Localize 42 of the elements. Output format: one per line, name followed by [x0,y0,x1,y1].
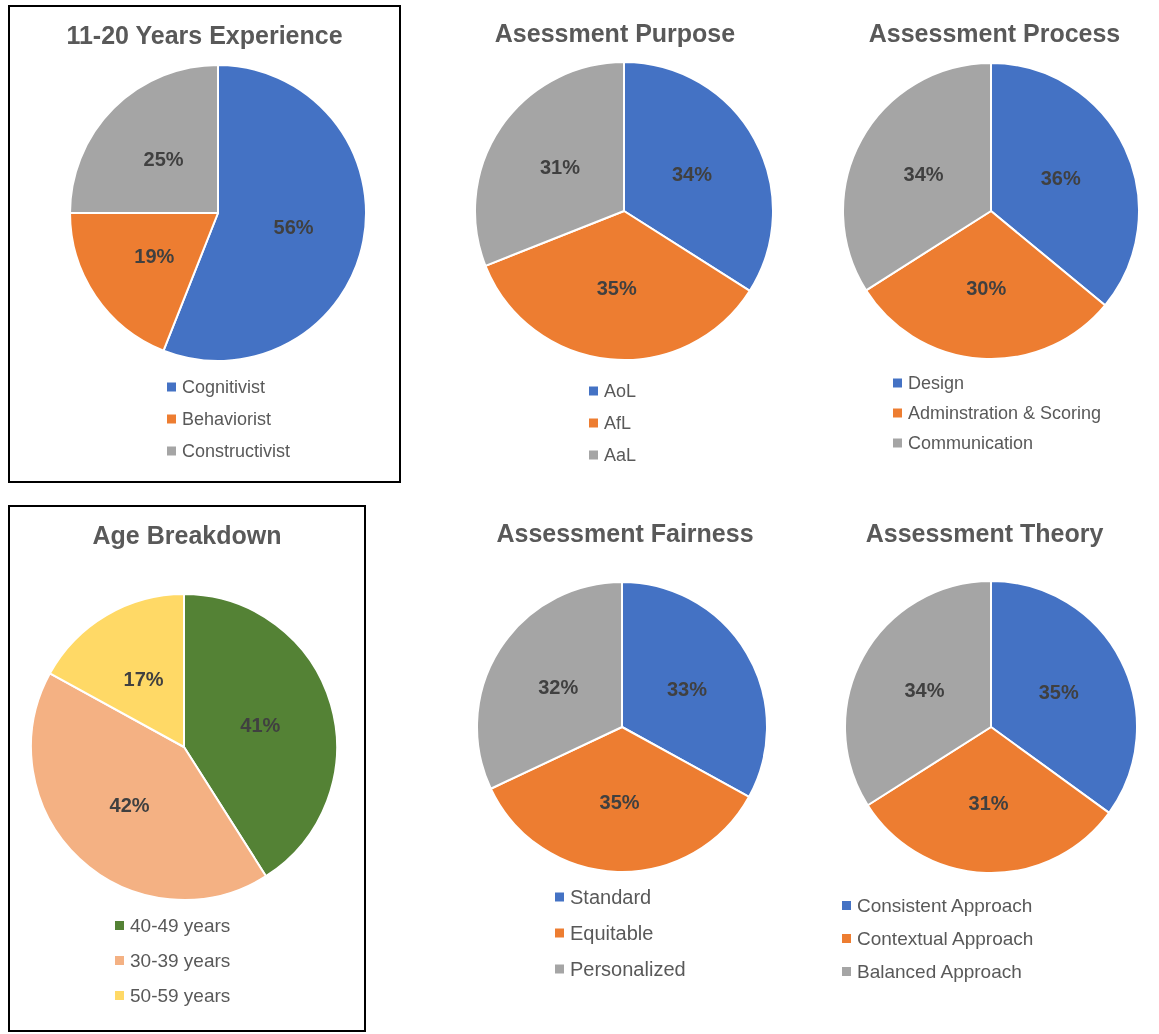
data-label: 32% [538,675,579,698]
legend-label: AoL [604,381,637,401]
data-label: 41% [240,713,281,736]
legend-label: 30-39 years [130,950,231,971]
data-label: 19% [134,245,175,268]
chart-title: Assessment Fairness [496,518,754,547]
legend-label: Cognitivist [182,377,266,397]
legend-label: Constructivist [182,441,291,461]
chart-title: Asessment Purpose [494,18,736,47]
data-label: 31% [539,156,581,179]
legend-label: Contextual Approach [857,928,1034,949]
data-label: 17% [123,667,164,690]
legend-label: AfL [604,413,632,433]
legend-label: Adminstration & Scoring [908,403,1102,423]
legend-label: AaL [604,445,637,465]
chart-title: Age Breakdown [92,520,282,549]
data-label: 35% [1038,681,1079,704]
data-label: 31% [968,791,1009,814]
data-label: 56% [273,216,314,239]
chart-title: 11-20 Years Experience [66,20,343,49]
data-label: 34% [903,162,944,185]
legend-label: 50-59 years [130,985,231,1006]
legend-label: Equitable [570,922,654,944]
data-label: 35% [596,277,637,300]
legend-label: Behaviorist [182,409,272,429]
data-label: 30% [966,276,1007,299]
data-label: 34% [671,162,713,185]
chart-title: Assessment Theory [865,518,1104,547]
legend-label: Consistent Approach [857,895,1033,916]
data-label: 36% [1040,167,1081,190]
legend-label: Communication [908,433,1034,453]
data-label: 25% [143,147,184,170]
legend-label: 40-49 years [130,915,231,936]
data-label: 35% [599,791,640,814]
legend-label: Personalized [570,958,686,980]
legend-label: Design [908,373,965,393]
data-label: 34% [904,679,945,702]
chart-title: Assessment Process [868,18,1121,47]
legend-label: Balanced Approach [857,961,1022,982]
data-label: 42% [109,793,150,816]
data-label: 33% [666,677,708,700]
legend-label: Standard [570,886,652,908]
